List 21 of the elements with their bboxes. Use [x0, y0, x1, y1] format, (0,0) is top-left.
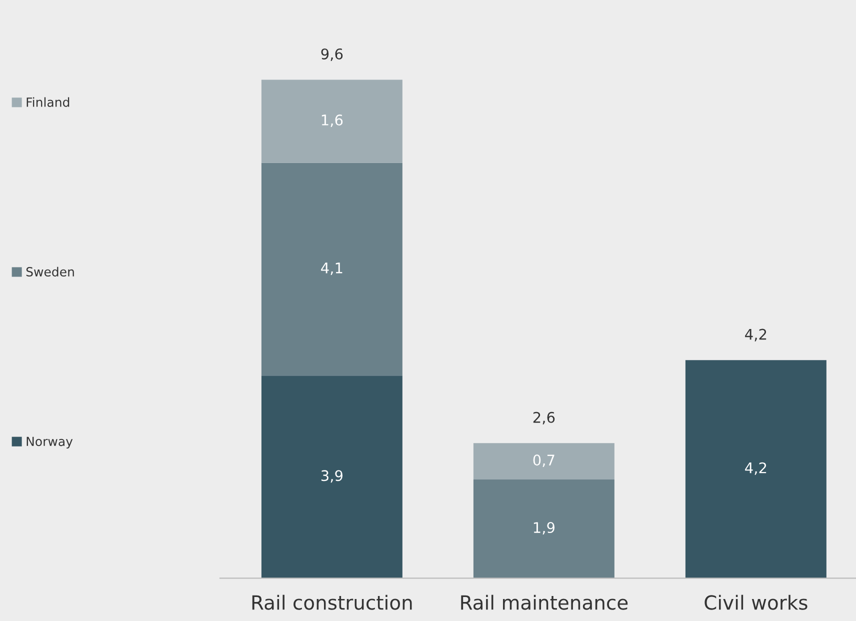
legend-label: Sweden	[26, 266, 74, 277]
data-label: 0,7	[533, 454, 554, 468]
x-tick-label: Rail construction	[252, 594, 412, 610]
total-label: 4,2	[745, 328, 766, 342]
data-label: 4,1	[321, 262, 342, 275]
bar	[473, 443, 614, 480]
data-label: 4,2	[745, 462, 766, 475]
bar	[261, 376, 402, 578]
x-tick-label: Civil works	[704, 594, 808, 610]
legend-label: Norway	[26, 436, 73, 449]
bar	[685, 360, 826, 578]
total-label: 2,6	[533, 412, 555, 424]
x-tick-label: Rail maintenance	[461, 594, 628, 610]
legend-label: Finland	[26, 97, 70, 107]
bar	[473, 480, 614, 578]
total-label: 9,6	[321, 48, 343, 61]
bar	[261, 80, 402, 163]
data-label: 1,9	[534, 522, 555, 535]
data-label: 1,6	[322, 114, 343, 127]
bar	[261, 162, 402, 376]
data-label: 3,9	[321, 470, 342, 483]
